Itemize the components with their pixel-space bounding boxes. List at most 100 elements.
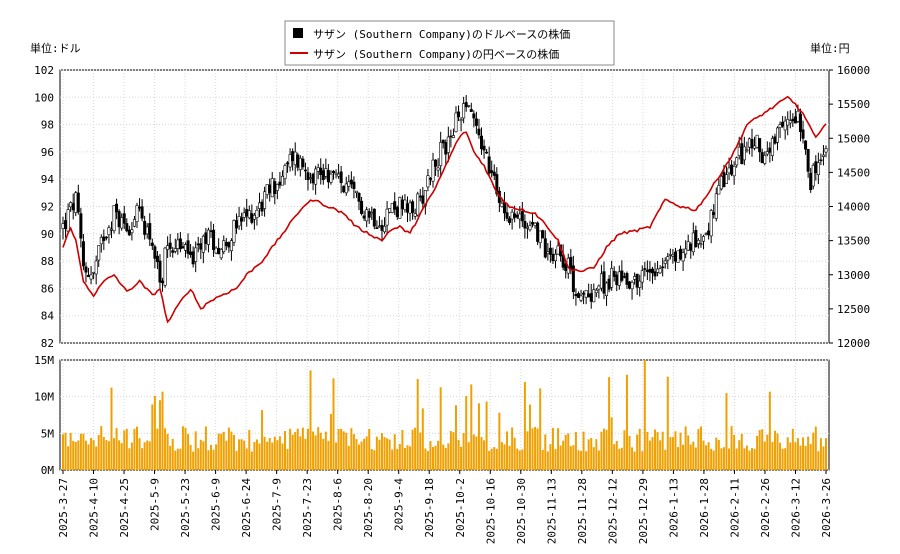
volume-bar <box>559 445 562 470</box>
volume-bar <box>64 432 67 470</box>
volume-bar <box>294 432 297 470</box>
volume-bar <box>286 448 289 470</box>
volume-bar <box>317 427 320 470</box>
volume-bar <box>457 439 460 470</box>
candle-body <box>709 210 713 237</box>
candle-body <box>383 226 387 233</box>
volume-bar <box>123 430 126 470</box>
volume-bar <box>261 410 264 470</box>
volume-bar <box>817 451 820 470</box>
candle-body <box>747 138 751 148</box>
candle-body <box>140 206 144 219</box>
date-tick-label: 2025-6-24 <box>240 478 253 538</box>
volume-bar <box>554 448 557 470</box>
candle-body <box>189 251 193 255</box>
candle-body <box>451 135 455 138</box>
volume-bar <box>345 432 348 470</box>
candle-body <box>763 155 767 164</box>
volume-bar <box>204 426 207 470</box>
volume-bar <box>656 432 659 470</box>
volume-bar <box>513 437 516 470</box>
candle-body <box>796 110 800 122</box>
volume-bar <box>113 438 116 470</box>
candle-body <box>464 102 468 108</box>
volume-bar <box>661 431 664 470</box>
volume-bar <box>396 448 399 470</box>
volume-bar <box>102 436 105 470</box>
candle-body <box>638 280 642 288</box>
volume-bar <box>174 450 177 470</box>
volume-bar <box>77 440 80 470</box>
volume-tick-label: 15M <box>34 354 54 367</box>
candle-body <box>436 167 440 171</box>
volume-bar <box>715 437 718 470</box>
candle-body <box>633 276 637 280</box>
candle-body <box>533 222 537 226</box>
candle-body <box>714 193 718 219</box>
volume-bar <box>248 430 251 470</box>
date-tick-label: 2026-3-12 <box>789 478 802 538</box>
date-tick-label: 2025-3-27 <box>57 478 70 538</box>
candle-body <box>722 172 726 188</box>
volume-bar <box>156 428 159 470</box>
volume-bar <box>794 442 797 470</box>
candle-body <box>288 154 292 168</box>
volume-bar <box>745 445 748 470</box>
volume-bar <box>136 426 139 470</box>
date-tick-label: 2025-12-12 <box>606 478 619 544</box>
candle-body <box>224 241 228 246</box>
volume-bar <box>620 447 623 470</box>
candle-body <box>809 172 813 190</box>
candle-body <box>661 266 665 269</box>
volume-bar <box>480 437 483 470</box>
volume-bar <box>490 448 493 470</box>
volume-bar <box>192 451 195 470</box>
volume-bar <box>271 442 274 470</box>
volume-bar <box>210 444 213 470</box>
candle-body <box>719 176 723 190</box>
date-tick-label: 2025-12-29 <box>637 478 650 544</box>
volume-bar <box>373 450 376 470</box>
candle-body <box>418 195 422 198</box>
volume-bar <box>263 436 266 470</box>
candle-body <box>143 220 147 235</box>
axes: 82 84 86 88 90 92 94 96 98 100 102 12000 12500 13000 1… <box>34 64 870 544</box>
candle-body <box>663 260 667 264</box>
volume-bar <box>207 450 210 470</box>
volume-bar <box>128 448 131 470</box>
volume-bar <box>212 449 215 470</box>
candle-body <box>385 208 389 226</box>
volume-bar <box>72 440 75 470</box>
candle-body <box>403 199 407 210</box>
candle-body <box>79 213 83 239</box>
volume-bar <box>105 440 108 470</box>
candle-body <box>380 224 384 231</box>
candle-body <box>178 238 182 250</box>
candle-body <box>222 240 226 253</box>
volume-bar <box>222 431 225 470</box>
volume-bar <box>549 444 552 470</box>
date-tick-label: 2025-8-6 <box>332 478 345 531</box>
candle-body <box>798 113 802 132</box>
date-tick-label: 2026-1-28 <box>698 478 711 538</box>
volume-bar <box>329 414 332 470</box>
volume-bar <box>697 429 700 470</box>
candle-body <box>656 268 660 273</box>
left-tick-label: 92 <box>41 201 54 214</box>
volume-bar <box>319 432 322 470</box>
volume-bar <box>306 428 309 470</box>
candle-body <box>127 229 131 236</box>
volume-bar <box>506 431 509 470</box>
candle-body <box>821 154 825 157</box>
candle-body <box>653 271 657 277</box>
volume-bar <box>702 440 705 470</box>
volume-bar <box>508 445 511 470</box>
candle-body <box>314 168 318 185</box>
candle-body <box>319 167 323 176</box>
candle-body <box>457 111 461 118</box>
volume-bar <box>337 428 340 470</box>
candle-body <box>201 235 205 253</box>
candle-body <box>275 184 279 191</box>
volume-bar <box>158 400 161 470</box>
candle-body <box>482 145 486 151</box>
